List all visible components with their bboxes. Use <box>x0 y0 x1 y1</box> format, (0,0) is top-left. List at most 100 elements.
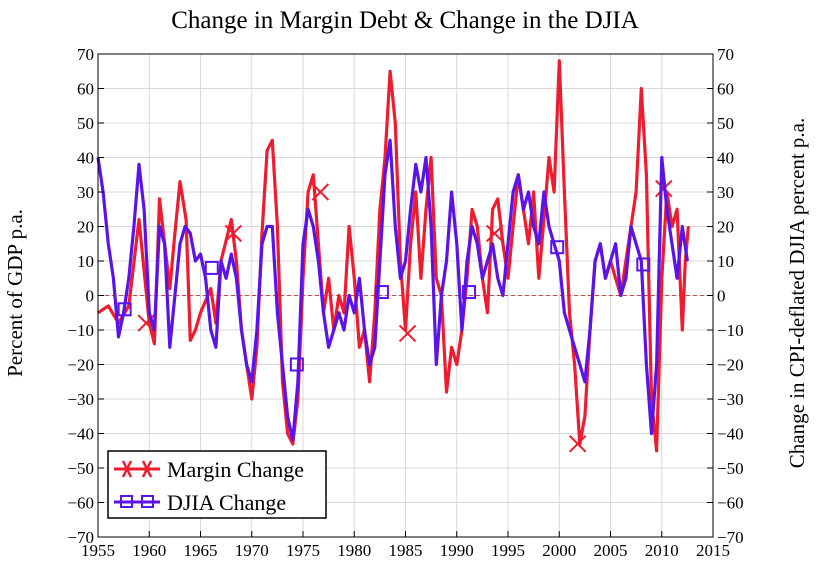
data-point <box>384 174 386 176</box>
data-point <box>507 277 509 279</box>
data-point <box>230 253 232 255</box>
data-point <box>645 363 647 366</box>
data-point <box>276 312 278 314</box>
data-point <box>492 208 494 210</box>
data-point <box>205 277 207 279</box>
x-tick-label: 1960 <box>132 541 166 560</box>
data-point <box>353 312 355 314</box>
data-point <box>297 381 299 383</box>
data-point <box>543 191 545 193</box>
data-point <box>471 225 473 228</box>
marker-square-icon <box>550 240 565 255</box>
series-layer <box>96 59 690 453</box>
data-point <box>568 329 571 331</box>
data-point <box>261 232 263 234</box>
data-point <box>635 243 637 245</box>
data-point <box>194 260 196 262</box>
x-tick-label: 1995 <box>491 541 525 560</box>
data-point <box>317 243 319 245</box>
data-point <box>451 346 453 348</box>
data-point <box>676 208 678 210</box>
series-line-margin-change <box>97 59 690 453</box>
y2-tick-label: −70 <box>717 528 744 547</box>
data-point <box>415 163 417 165</box>
data-point <box>389 139 391 141</box>
data-point <box>379 208 381 210</box>
data-point <box>148 322 150 324</box>
y-tick-label: 20 <box>77 218 94 237</box>
data-point <box>533 191 535 193</box>
legend-item-djia-change: DJIA Change <box>114 490 286 515</box>
marker-square-icon <box>462 285 477 300</box>
data-point <box>486 312 489 314</box>
data-point <box>348 225 350 228</box>
y-tick-label: −60 <box>67 494 94 513</box>
data-point <box>363 329 366 331</box>
data-point <box>625 277 627 279</box>
marker-square-icon <box>204 260 219 275</box>
data-point <box>112 277 114 279</box>
x-tick-label: 1965 <box>184 541 218 560</box>
data-point <box>656 363 658 366</box>
data-point <box>312 174 314 176</box>
data-point <box>476 243 478 245</box>
y2-tick-label: 70 <box>717 45 734 64</box>
data-point <box>558 60 560 62</box>
data-point <box>128 277 130 279</box>
data-point <box>343 312 345 314</box>
data-point <box>410 243 412 245</box>
y-axis-label: Percent of GDP p.a. <box>3 209 27 377</box>
data-point <box>353 277 355 279</box>
data-point <box>471 208 473 210</box>
data-point <box>492 243 494 245</box>
data-point <box>502 294 504 297</box>
data-point <box>358 346 360 348</box>
y-tick-label: 30 <box>77 183 94 202</box>
data-point <box>425 208 427 210</box>
data-point <box>107 243 109 245</box>
data-point <box>369 363 371 366</box>
data-point <box>594 260 596 262</box>
data-point <box>687 225 690 228</box>
y2-tick-label: 20 <box>717 218 734 237</box>
data-point <box>440 294 442 297</box>
marker-x-icon <box>398 324 417 343</box>
data-point <box>194 329 196 331</box>
data-point <box>604 277 606 279</box>
data-point <box>451 191 453 193</box>
y-tick-label: 50 <box>77 114 94 133</box>
x-tick-label: 2015 <box>696 541 730 560</box>
legend-marker-square-icon <box>120 495 133 508</box>
data-point <box>276 225 278 228</box>
data-point <box>123 312 125 314</box>
data-point <box>266 150 268 152</box>
data-point <box>650 398 653 400</box>
data-point <box>138 219 140 221</box>
data-point <box>107 305 109 307</box>
data-point <box>389 70 391 72</box>
data-point <box>420 277 422 279</box>
data-point <box>661 277 663 279</box>
data-point <box>251 398 253 400</box>
data-point <box>684 260 686 262</box>
data-point <box>225 277 227 279</box>
marker-square-icon <box>374 285 389 300</box>
data-point <box>179 243 181 245</box>
data-point <box>681 329 683 331</box>
y-tick-label: −40 <box>67 425 94 444</box>
data-point <box>609 260 612 262</box>
data-point <box>410 208 412 210</box>
data-point <box>430 225 432 228</box>
data-point <box>553 243 555 245</box>
data-point <box>522 208 524 210</box>
data-point <box>486 260 489 262</box>
x-axis: 1955 1960 1965 1970 1975 1980 1985 1990 1995 2000… <box>81 531 730 560</box>
data-point <box>292 439 294 441</box>
data-point <box>399 277 401 279</box>
data-point <box>445 260 448 262</box>
data-point <box>527 243 530 245</box>
data-point <box>261 243 263 245</box>
marker-square-icon <box>636 257 651 272</box>
y2-tick-label: 10 <box>717 252 734 271</box>
marker-x-icon <box>224 224 243 243</box>
